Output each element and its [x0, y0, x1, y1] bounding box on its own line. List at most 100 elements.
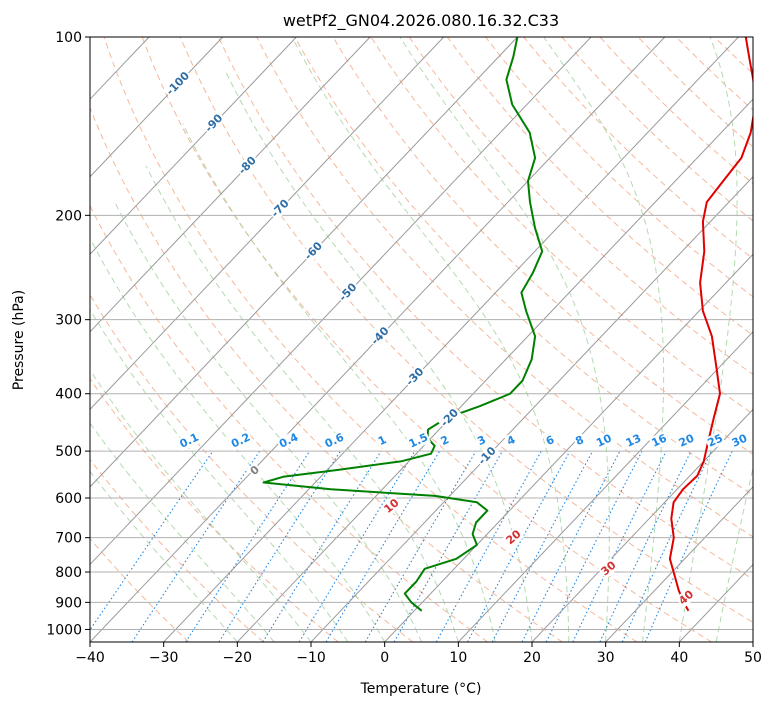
y-tick-label: 700 [55, 531, 82, 547]
x-tick-label: 40 [670, 650, 688, 666]
isotherm-line [90, 37, 592, 566]
y-tick-label: 800 [55, 565, 82, 581]
isotherm-line [90, 37, 518, 488]
isotherm-label-bg [335, 279, 361, 305]
sounding-traces [262, 37, 753, 612]
mixing-ratio-label-bg [375, 432, 390, 449]
y-tick-label: 300 [55, 313, 82, 329]
moist-adiabat-label-bg [502, 526, 525, 548]
x-tick-label: −10 [296, 650, 326, 666]
mixing-ratio-line [467, 450, 571, 642]
mixing-ratio-label: 20 [677, 431, 697, 449]
chart-title: wetPf2_GN04.2026.080.16.32.C33 [283, 11, 559, 31]
isotherm-line [90, 37, 445, 411]
x-axis-label: Temperature (°C) [360, 681, 482, 697]
mixing-ratio-label-bg [704, 431, 726, 451]
moist-adiabat-line [90, 237, 386, 642]
dry-adiabat-line [408, 37, 753, 375]
y-tick-label: 100 [55, 30, 82, 46]
isotherm-label-bg [301, 238, 326, 264]
moist-adiabat-label-bg [675, 586, 698, 609]
x-tick-label: 10 [449, 650, 467, 666]
moist-adiabat-line [715, 465, 753, 642]
isobars [90, 37, 753, 630]
y-tick-label: 600 [55, 491, 82, 507]
mixing-ratio-line [435, 450, 542, 642]
isotherm-line [605, 486, 753, 642]
plot-frame [89, 36, 754, 643]
dry-adiabat-line [90, 537, 190, 642]
mixing-ratio-label-bg [437, 432, 453, 449]
isotherm-line [90, 37, 297, 256]
moist-adiabat-label-bg [246, 462, 263, 479]
moist-adiabat-line [399, 37, 610, 642]
mixing-ratio-label-bg [504, 432, 519, 449]
y-tick-label: 500 [55, 444, 82, 460]
y-tick-label: 900 [55, 595, 82, 611]
mixing-ratio-label-bg [543, 432, 558, 449]
y-axis-label: Pressure (hPa) [11, 290, 27, 390]
x-tick-label: 50 [744, 650, 762, 666]
dry-adiabat-line [332, 37, 753, 455]
moist-adiabat-line [90, 308, 349, 642]
mixing-ratio-line [90, 450, 214, 631]
isotherm-label-bg [367, 323, 393, 349]
isotherm-label-bg [267, 195, 293, 221]
dry-adiabat-line [446, 37, 753, 336]
moist-adiabat-line [543, 37, 665, 642]
axes: −40 −30 −20 −10 0 10 20 30 40 50 100 200 300 400 500 60… [46, 30, 762, 666]
mixing-ratio-label-bg [675, 430, 698, 451]
y-tick-label: 200 [55, 208, 82, 224]
dry-adiabat-line [370, 37, 753, 415]
isotherm-label-bg [437, 405, 463, 431]
isotherm-label-bg [201, 110, 227, 136]
moist-adiabat-line [182, 123, 496, 642]
mixing-ratio-line [572, 450, 667, 642]
y-tick-label: 1000 [46, 622, 82, 638]
mixing-ratio-label: 30 [730, 431, 750, 449]
x-tick-label: 30 [597, 650, 615, 666]
mixing-ratio-label-bg [572, 432, 587, 449]
isotherm-line [310, 176, 753, 642]
x-tick-label: 20 [523, 650, 541, 666]
moist-adiabat-line [225, 72, 533, 642]
isotherm-line [236, 98, 753, 642]
x-tick-label: −40 [75, 650, 105, 666]
isotherm-line [90, 37, 224, 178]
moist-adiabat-label-bg [380, 495, 403, 517]
temperature-trace [668, 37, 753, 612]
mixing-ratio-label-bg [276, 430, 302, 452]
mixing-ratio-label: 16 [650, 431, 670, 449]
y-tick-label: 400 [55, 387, 82, 403]
mixing-ratio-line [545, 450, 643, 642]
mixing-ratio-label: 13 [624, 432, 643, 450]
mixing-ratio-label-bg [728, 430, 751, 451]
isotherm-line [163, 37, 739, 642]
mixing-ratio-label-bg [405, 430, 431, 452]
mixing-ratio-label-bg [228, 430, 254, 452]
moist-adiabat-line [90, 470, 238, 642]
dry-adiabat-line [141, 37, 712, 642]
isotherm-label-bg [402, 364, 428, 390]
mixing-ratio-label-bg [176, 430, 202, 452]
mixing-ratio-line [218, 450, 341, 642]
isotherm-line [90, 37, 371, 333]
mixing-ratio-line [262, 450, 382, 642]
mixing-ratio-label: 25 [706, 432, 725, 450]
isotherm-label-bg [162, 68, 194, 99]
moist-adiabat-line [291, 37, 570, 642]
x-tick-label: −30 [149, 650, 179, 666]
mixing-ratio-label-bg [622, 431, 645, 451]
dry-adiabat-line [217, 37, 753, 580]
dewpoint-trace [262, 37, 544, 612]
mixing-ratio-label-bg [474, 432, 489, 449]
moist-adiabat-label-bg [597, 557, 620, 579]
mixing-ratio-label-bg [593, 430, 615, 451]
isotherm-line [384, 253, 753, 642]
isotherm-line [457, 331, 753, 642]
isotherm-label-bg [474, 443, 500, 469]
mixing-ratio-label-bg [648, 430, 671, 451]
moist-adiabat-line [90, 422, 275, 642]
mixing-ratio-line [298, 450, 416, 642]
